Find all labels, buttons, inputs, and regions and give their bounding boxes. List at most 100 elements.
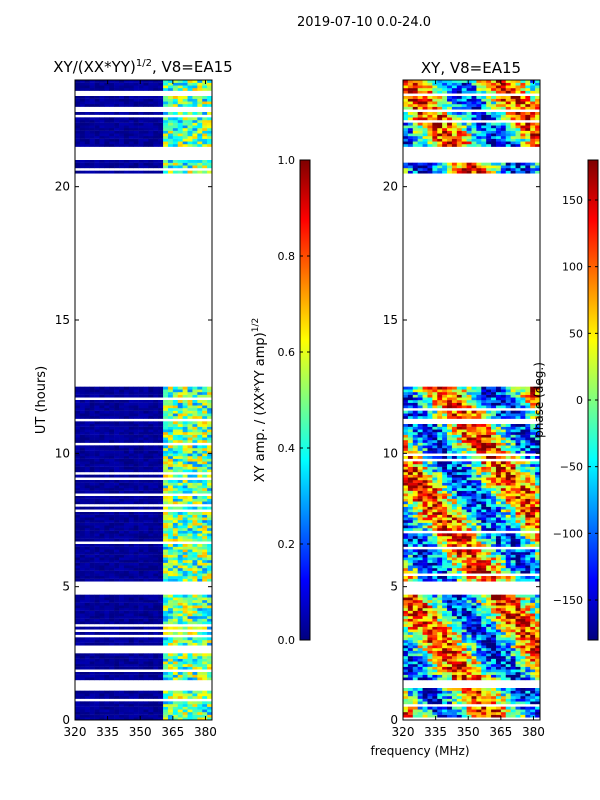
heatmap-cell	[525, 674, 531, 678]
heatmap-cell	[99, 600, 105, 603]
heatmap-cell	[442, 594, 448, 598]
heatmap-cell	[158, 570, 164, 574]
heatmap-cell	[437, 554, 443, 558]
heatmap-cell	[172, 88, 179, 91]
heatmap-cell	[133, 85, 139, 89]
heatmap-cell	[133, 432, 139, 435]
heatmap-cell	[182, 402, 188, 406]
heatmap-cell	[89, 632, 95, 635]
heatmap-cell	[437, 597, 443, 601]
heatmap-cell	[158, 530, 164, 534]
heatmap-cell	[138, 642, 144, 646]
heatmap-cell	[202, 130, 208, 134]
heatmap-cell	[138, 538, 144, 542]
heatmap-cell	[104, 613, 110, 617]
heatmap-cell	[133, 456, 139, 459]
heatmap-cell	[123, 450, 130, 454]
heatmap-cell	[447, 605, 453, 609]
heatmap-cell	[138, 421, 144, 425]
heatmap-cell	[79, 717, 86, 720]
heatmap-cell	[403, 562, 409, 566]
heatmap-cell	[197, 80, 203, 83]
heatmap-cell	[79, 658, 86, 662]
heatmap-cell	[510, 674, 516, 678]
heatmap-cell	[138, 522, 144, 526]
heatmap-cell	[138, 408, 144, 411]
heatmap-cell	[417, 610, 423, 614]
heatmap-cell	[197, 458, 203, 462]
heatmap-cell	[128, 557, 135, 561]
heatmap-cell	[119, 141, 125, 145]
heatmap-cell	[456, 688, 463, 691]
heatmap-cell	[138, 138, 144, 142]
heatmap-cell	[500, 642, 507, 646]
heatmap-cell	[75, 632, 81, 635]
heatmap-cell	[89, 717, 95, 720]
heatmap-cell	[75, 130, 81, 134]
heatmap-cell	[133, 394, 139, 398]
heatmap-cell	[163, 394, 169, 398]
heatmap-cell	[202, 597, 208, 601]
heatmap-cell	[192, 170, 198, 174]
heatmap-cell	[153, 450, 159, 454]
heatmap-cell	[197, 640, 203, 643]
heatmap-cell	[163, 616, 169, 619]
heatmap-cell	[84, 578, 90, 582]
heatmap-cell	[89, 498, 95, 502]
heatmap-cell	[177, 122, 183, 126]
heatmap-cell	[486, 562, 492, 566]
heatmap-cell	[123, 445, 130, 449]
heatmap-cell	[447, 634, 453, 638]
heatmap-cell	[99, 554, 105, 558]
heatmap-cell	[495, 688, 502, 691]
heatmap-cell	[202, 413, 208, 417]
heatmap-cell	[192, 522, 198, 526]
heatmap-cell	[158, 701, 164, 705]
heatmap-cell	[182, 434, 188, 438]
heatmap-cell	[153, 714, 159, 718]
heatmap-cell	[89, 530, 95, 534]
heatmap-cell	[407, 693, 414, 697]
heatmap-cell	[158, 122, 164, 126]
heatmap-cell	[104, 448, 110, 451]
heatmap-cell	[447, 608, 453, 611]
heatmap-cell	[104, 440, 110, 443]
heatmap-cell	[158, 408, 164, 411]
heatmap-cell	[123, 677, 130, 681]
heatmap-cell	[417, 626, 423, 630]
heatmap-cell	[197, 128, 203, 131]
heatmap-cell	[167, 85, 174, 89]
heatmap-cell	[119, 133, 125, 137]
heatmap-cell	[143, 122, 149, 126]
heatmap-cell	[461, 613, 467, 617]
heatmap-cell	[177, 565, 183, 569]
heatmap-cell	[422, 613, 428, 617]
heatmap-cell	[466, 624, 472, 627]
heatmap-cell	[163, 546, 169, 550]
heatmap-cell	[202, 549, 208, 553]
heatmap-cell	[202, 170, 208, 174]
heatmap-cell	[94, 101, 100, 105]
heatmap-cell	[491, 616, 497, 619]
heatmap-cell	[94, 130, 100, 134]
heatmap-cell	[153, 525, 159, 529]
heatmap-cell	[177, 392, 183, 395]
heatmap-cell	[75, 557, 81, 561]
y-tick-label: 5	[62, 580, 70, 594]
heatmap-cell	[187, 133, 193, 137]
heatmap-cell	[491, 642, 497, 646]
heatmap-cell	[207, 709, 212, 713]
heatmap-cell	[182, 458, 188, 462]
heatmap-cell	[177, 520, 183, 523]
heatmap-cell	[104, 445, 110, 449]
heatmap-cell	[182, 709, 188, 713]
heatmap-cell	[128, 136, 135, 139]
heatmap-cell	[525, 594, 531, 598]
heatmap-cell	[427, 669, 433, 673]
heatmap-cell	[172, 445, 179, 449]
heatmap-cell	[94, 608, 100, 611]
heatmap-cell	[187, 576, 193, 579]
heatmap-cell	[172, 133, 179, 137]
heatmap-cell	[89, 672, 95, 675]
heatmap-cell	[158, 512, 164, 515]
